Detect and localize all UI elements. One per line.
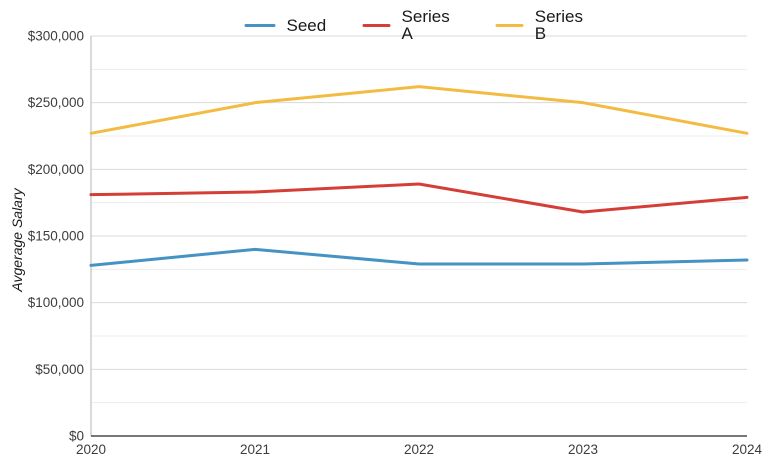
y-tick-label: $150,000 <box>28 229 84 244</box>
seed-line-swatch <box>244 23 276 27</box>
series-line-series-b <box>89 85 749 135</box>
series-line-series-a <box>89 182 749 214</box>
legend-label-seed: Seed <box>286 15 327 35</box>
y-tick-label: $0 <box>69 429 84 444</box>
y-tick-label: $300,000 <box>28 29 84 44</box>
x-tick-label: 2021 <box>240 442 270 457</box>
x-tick-label: 2024 <box>732 442 763 457</box>
y-tick-label: $200,000 <box>28 162 84 177</box>
legend-label-series-b: Series B <box>534 7 583 43</box>
x-tick-label: 2022 <box>404 442 434 457</box>
y-tick-label: $50,000 <box>35 362 84 377</box>
y-axis-title: Avgerage Salary <box>9 188 25 292</box>
legend: Seed Series A Series B <box>244 8 594 42</box>
legend-item-series-a[interactable]: Series A <box>362 8 459 42</box>
series-line-seed <box>89 247 749 267</box>
legend-item-series-b[interactable]: Series B <box>495 8 593 42</box>
series-b-line-swatch <box>495 23 524 27</box>
series-a-line-swatch <box>362 23 391 27</box>
y-tick-label: $100,000 <box>28 295 84 310</box>
legend-item-seed[interactable]: Seed <box>244 15 327 35</box>
y-tick-label: $250,000 <box>28 95 84 110</box>
legend-label-series-a: Series A <box>401 7 450 43</box>
x-tick-label: 2023 <box>568 442 598 457</box>
x-tick-label: 2020 <box>76 442 106 457</box>
